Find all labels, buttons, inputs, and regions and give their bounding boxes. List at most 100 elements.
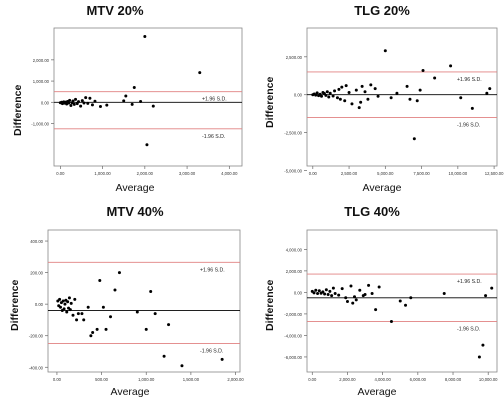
data-point xyxy=(143,34,147,38)
data-point xyxy=(105,103,109,107)
data-point xyxy=(314,93,318,97)
data-point xyxy=(72,102,76,106)
x-tick-label: 10,000.00 xyxy=(449,171,468,176)
data-point xyxy=(337,293,341,297)
data-point xyxy=(198,71,202,75)
x-tick-label: 10,000.00 xyxy=(479,377,498,382)
y-tick-label: 400.00 xyxy=(30,239,43,244)
data-point xyxy=(82,101,86,105)
data-point xyxy=(459,96,463,100)
data-point xyxy=(398,299,402,303)
data-point xyxy=(433,76,437,80)
limit-label: +1.96 S.D. xyxy=(457,77,482,83)
data-point xyxy=(327,95,331,99)
x-tick-label: 5,000.00 xyxy=(377,171,394,176)
x-tick-label: 0.00 xyxy=(308,377,317,382)
data-point xyxy=(389,319,393,323)
data-point xyxy=(330,294,334,298)
y-tick-label: -6,000.00 xyxy=(284,355,302,360)
y-tick-label: 2,500.00 xyxy=(286,55,303,60)
data-point xyxy=(488,87,492,91)
data-point xyxy=(93,99,97,103)
data-point xyxy=(130,102,134,106)
data-point xyxy=(351,301,355,305)
data-point xyxy=(89,334,93,338)
y-tick-label: -5,000.00 xyxy=(284,169,302,174)
x-tick-label: 4,000.00 xyxy=(221,171,238,176)
limit-label: -1.96 S.D. xyxy=(457,122,480,128)
data-point xyxy=(144,327,148,331)
data-point xyxy=(328,91,332,95)
plot-area: 400.00 200.00 0.00 -200.00 -400.00 0.00 500.00… xyxy=(29,229,244,382)
data-point xyxy=(124,94,128,98)
x-tick-label: 6,000.00 xyxy=(410,377,427,382)
data-point xyxy=(484,294,488,298)
data-point xyxy=(149,290,153,294)
x-tick-label: 0.00 xyxy=(309,171,318,176)
data-point xyxy=(343,99,347,103)
data-point xyxy=(331,286,335,290)
data-point xyxy=(374,308,378,312)
data-point xyxy=(315,91,319,95)
data-point xyxy=(145,143,149,147)
data-point xyxy=(61,299,65,303)
x-tick-label: 12,500.00 xyxy=(485,171,504,176)
data-point xyxy=(345,300,349,304)
x-tick-label: 0.00 xyxy=(56,171,65,176)
x-axis-label: Average xyxy=(115,182,155,194)
data-point xyxy=(162,354,166,358)
data-point xyxy=(151,104,155,108)
data-point xyxy=(167,323,171,327)
plot-area: 4,000.00 2,000.00 0.00 -2,000.00 -4,000.00 -6… xyxy=(284,229,498,382)
x-tick-label: 2,500.00 xyxy=(341,171,358,176)
y-tick-label: 0.00 xyxy=(35,302,44,307)
data-point xyxy=(359,100,363,104)
plot-frame xyxy=(306,229,498,373)
data-point xyxy=(395,91,399,95)
data-point xyxy=(84,96,88,100)
y-tick-label: -400.00 xyxy=(29,365,44,370)
data-point xyxy=(353,295,356,299)
data-point xyxy=(449,64,453,68)
data-point xyxy=(79,104,83,108)
data-point xyxy=(113,288,117,292)
panel-tlg-20: TLG 20% Difference 2,500.00 0.00 -2,500.00… xyxy=(252,0,504,200)
x-axis-label: Average xyxy=(110,386,150,398)
data-point xyxy=(367,283,371,287)
data-point xyxy=(135,310,139,314)
data-point xyxy=(101,305,105,309)
data-point xyxy=(88,96,92,100)
data-point xyxy=(122,99,126,103)
data-point xyxy=(67,101,71,105)
data-point xyxy=(358,288,362,292)
y-tick-label: 0.00 xyxy=(294,290,303,295)
y-tick-label: 1,000.00 xyxy=(33,79,50,84)
data-point xyxy=(404,303,408,307)
data-point xyxy=(333,291,337,295)
data-point xyxy=(90,103,94,107)
data-point xyxy=(86,101,90,105)
data-point xyxy=(104,327,108,331)
data-point xyxy=(383,49,387,53)
data-point xyxy=(412,137,416,141)
data-point xyxy=(324,93,328,97)
panel-tlg-40: TLG 40% Difference 4,000.00 2,000.00 0.00-… xyxy=(252,200,504,403)
plot-frame xyxy=(306,27,498,167)
data-point xyxy=(76,312,80,316)
data-point xyxy=(98,278,102,282)
data-point xyxy=(370,291,374,295)
x-tick-label: 1,000.00 xyxy=(94,171,111,176)
data-point xyxy=(340,85,344,89)
data-point xyxy=(66,300,70,304)
data-point xyxy=(74,97,78,101)
panel-mtv-20: MTV 20% Difference 2,000.00 1,000.00 0.00-… xyxy=(0,0,252,200)
data-point xyxy=(470,106,474,110)
data-point xyxy=(357,106,361,110)
data-point xyxy=(335,96,339,100)
plot-area: 2,500.00 0.00 -2,500.00 -5,000.00 0.00 2,500.… xyxy=(284,27,504,176)
plot-frame xyxy=(47,229,241,373)
data-point xyxy=(68,98,72,102)
x-tick-label: 7,500.00 xyxy=(413,171,430,176)
data-point xyxy=(490,286,494,290)
x-axis-label: Average xyxy=(357,386,397,398)
